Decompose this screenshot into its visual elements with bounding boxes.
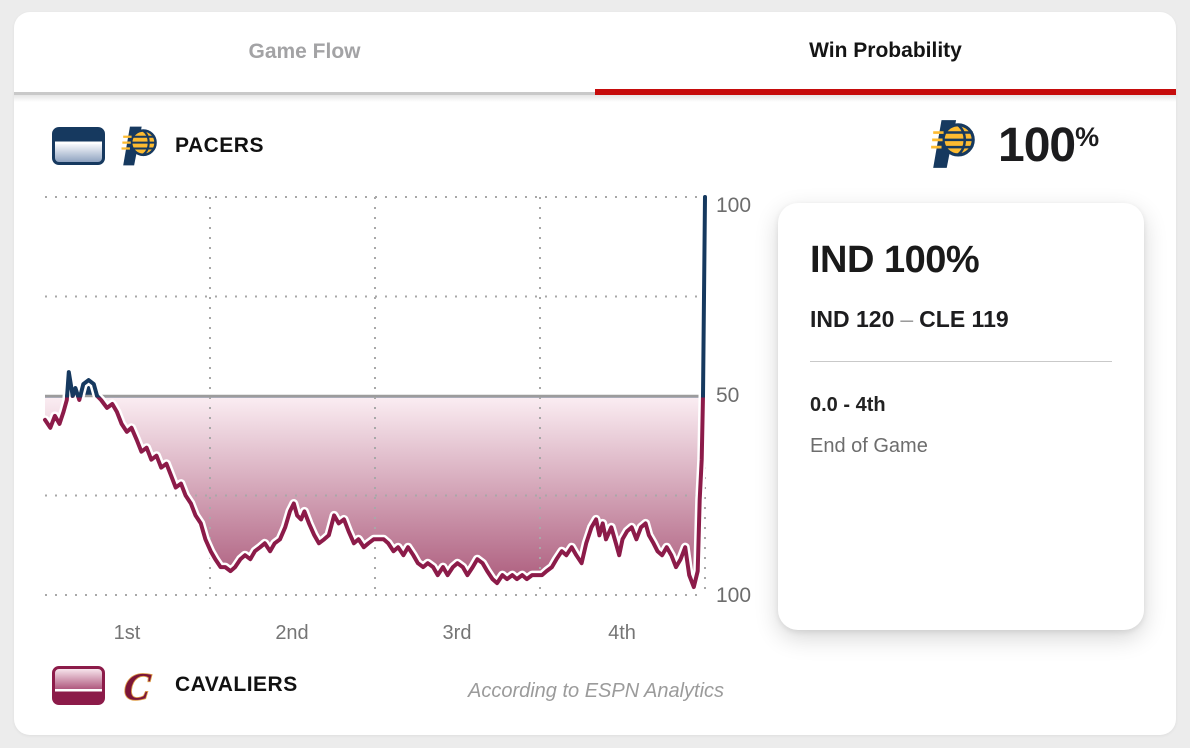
legend-cavaliers: CAVALIERS (52, 664, 298, 706)
summary-game-clock: 0.0 - 4th (810, 394, 886, 416)
score-home: IND 120 (810, 306, 895, 332)
cavaliers-team-label: CAVALIERS (175, 673, 298, 696)
summary-divider (810, 361, 1112, 362)
cavaliers-logo-icon (119, 664, 161, 706)
tab-game-flow-label: Game Flow (248, 40, 361, 63)
tab-win-probability-label: Win Probability (809, 38, 962, 62)
y-tick-top: 100 (716, 194, 752, 217)
tab-bar-shadow (14, 95, 1176, 102)
summary-win-probability: IND 100% (810, 239, 980, 281)
win-probability-chart[interactable] (40, 192, 710, 596)
x-tick-2nd: 2nd (275, 622, 309, 644)
x-tick-3rd: 3rd (442, 622, 472, 644)
summary-game-status: End of Game (810, 435, 928, 457)
y-tick-bottom: 100 (716, 584, 752, 607)
tab-win-probability[interactable]: Win Probability (595, 12, 1176, 95)
percent-sign: % (1075, 122, 1099, 152)
pacers-series-swatch (52, 127, 105, 165)
headline-win-probability: 100% (928, 118, 1099, 174)
score-away: CLE 119 (919, 306, 1009, 332)
tab-bar: Game Flow Win Probability (14, 12, 1176, 95)
x-tick-4th: 4th (608, 622, 636, 644)
tab-game-flow[interactable]: Game Flow (14, 12, 595, 95)
x-tick-1st: 1st (113, 622, 141, 644)
espn-analytics-attribution: According to ESPN Analytics (467, 680, 725, 702)
game-summary-card: IND 100% IND 120– CLE 119 0.0 - 4th End o… (778, 203, 1144, 630)
cavaliers-series-swatch (52, 665, 105, 705)
y-tick-mid: 50 (716, 384, 740, 407)
headline-value: 100% (998, 119, 1099, 172)
legend-pacers: PACERS (52, 125, 264, 167)
summary-score: IND 120– CLE 119 (810, 306, 1112, 333)
pacers-logo-icon (119, 125, 161, 167)
pacers-logo-icon-large (928, 118, 980, 170)
pacers-team-label: PACERS (175, 134, 264, 157)
score-dash: – (900, 306, 914, 332)
